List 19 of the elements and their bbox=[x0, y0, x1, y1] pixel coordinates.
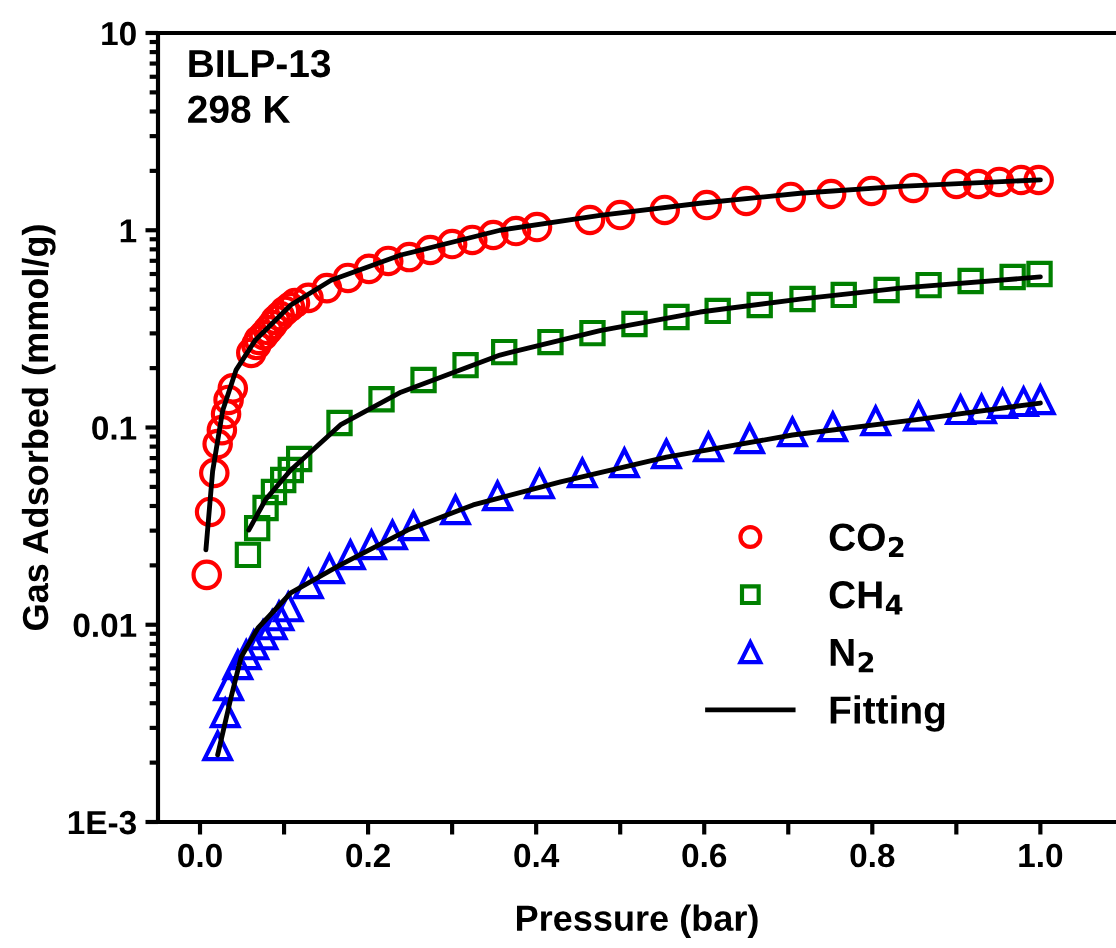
x-tick-label: 0.8 bbox=[850, 843, 895, 868]
y-tick-label: 1 bbox=[120, 219, 137, 243]
y-tick-label: 1E-3 bbox=[68, 810, 136, 835]
annotation: BILP-13 bbox=[189, 49, 331, 78]
y-tick-label: 10 bbox=[102, 21, 136, 46]
y-axis-title: Gas Adsorbed (mmol/g) bbox=[21, 225, 56, 630]
y-tick-label: 0.1 bbox=[92, 416, 137, 440]
legend-label: CH$_{4}$ bbox=[829, 581, 903, 615]
x-tick-label: 1.0 bbox=[1019, 843, 1063, 868]
x-tick-label: 0.4 bbox=[514, 843, 560, 868]
x-axis-title: Pressure (bar) bbox=[516, 904, 758, 939]
legend-label: Fitting bbox=[830, 695, 945, 732]
x-tick-label: 0.6 bbox=[682, 843, 727, 868]
legend-label: N$_{2}$ bbox=[830, 639, 874, 673]
y-tick-label: 0.01 bbox=[73, 613, 137, 638]
x-tick-label: 0.2 bbox=[346, 843, 390, 868]
annotation: 298 K bbox=[188, 95, 291, 124]
x-tick-label: 0.0 bbox=[178, 843, 222, 868]
legend-label: CO$_{2}$ bbox=[829, 523, 904, 557]
